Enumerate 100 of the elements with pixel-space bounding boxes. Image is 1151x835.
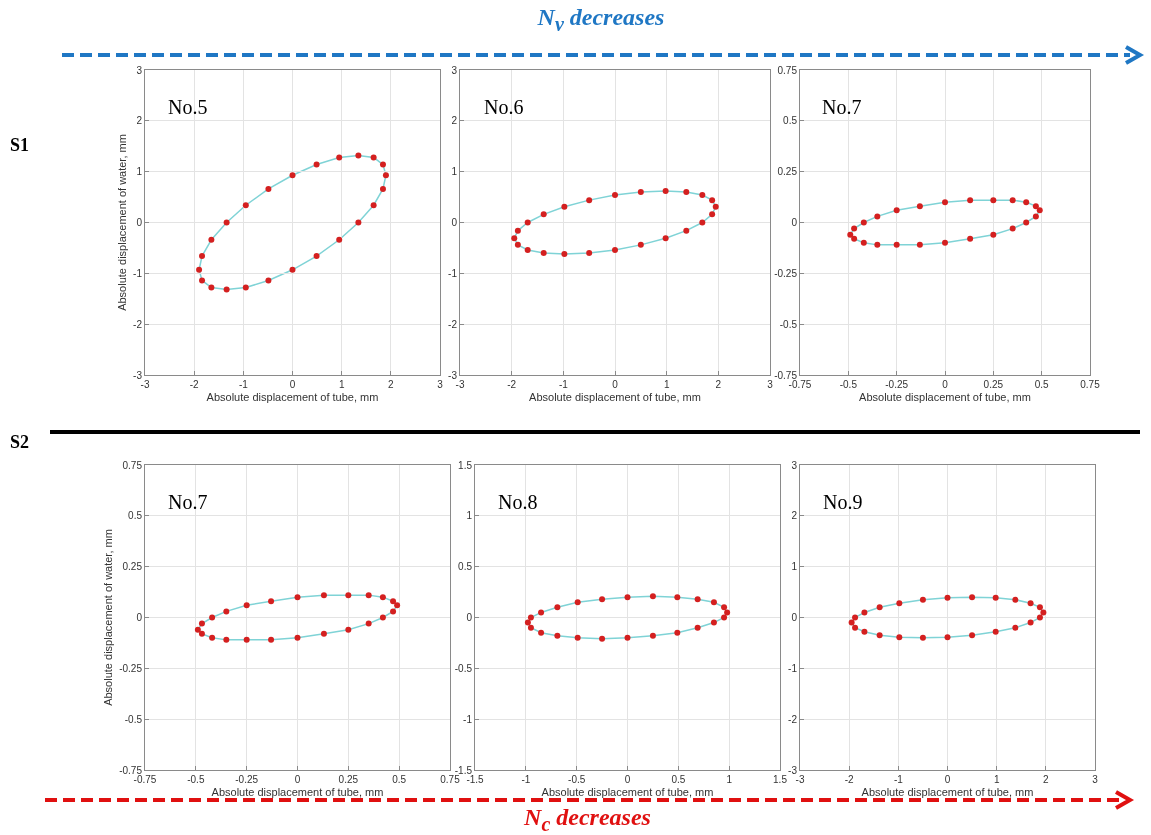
y-tick-label: -0.25 xyxy=(774,267,798,279)
point xyxy=(662,187,669,194)
y-tick-label: 0.5 xyxy=(783,115,798,127)
point xyxy=(852,624,859,631)
point xyxy=(662,235,669,242)
point xyxy=(265,277,272,284)
y-tick-label: 0.25 xyxy=(122,561,143,573)
text: N$_{v}$ decreases xyxy=(537,4,665,36)
point xyxy=(916,203,923,210)
x-axis-title: Absolute displacement of tube, mm xyxy=(206,391,379,404)
point xyxy=(313,253,320,260)
x-tick-label: 0 xyxy=(289,379,296,390)
y-tick-label: -1 xyxy=(463,713,473,725)
y-tick-label: 0.25 xyxy=(777,166,798,178)
point xyxy=(721,614,728,621)
point xyxy=(599,635,606,642)
point xyxy=(209,614,216,621)
point xyxy=(694,596,701,603)
point xyxy=(289,172,296,179)
point xyxy=(861,609,868,616)
x-tick-label: -0.25 xyxy=(235,774,259,785)
y-tick-label: -0.75 xyxy=(119,764,143,776)
text: N$_{c}$ decreases xyxy=(524,804,651,835)
point xyxy=(574,634,581,641)
point xyxy=(336,236,343,243)
y-tick-label: 3 xyxy=(791,459,798,471)
point xyxy=(199,277,206,284)
point xyxy=(574,599,581,606)
point xyxy=(561,251,568,258)
annotation: No.7 xyxy=(822,96,862,118)
point xyxy=(365,620,372,627)
point xyxy=(370,154,377,161)
point xyxy=(992,594,999,601)
point xyxy=(709,197,716,204)
point xyxy=(694,624,701,631)
point xyxy=(313,161,320,168)
point xyxy=(561,203,568,210)
point xyxy=(527,624,534,631)
point xyxy=(345,626,352,633)
point xyxy=(990,197,997,204)
point xyxy=(874,213,881,220)
point xyxy=(942,199,948,206)
x-tick-label: -0.5 xyxy=(187,774,205,785)
y-tick-label: 2 xyxy=(791,510,798,522)
point xyxy=(540,211,547,218)
y-tick-label: -1.5 xyxy=(454,764,473,776)
point xyxy=(538,629,545,636)
y-tick-label: 1 xyxy=(466,510,473,522)
y-tick-label: -0.5 xyxy=(454,662,473,674)
point xyxy=(893,207,900,214)
y-tick-label: -2 xyxy=(448,318,458,330)
point xyxy=(969,632,976,639)
point xyxy=(599,596,606,603)
y-tick-label: 0 xyxy=(791,612,798,623)
x-tick-label: -1 xyxy=(521,774,531,785)
x-tick-label: 0 xyxy=(944,774,951,785)
point xyxy=(355,219,362,226)
point xyxy=(538,609,545,616)
y-tick-label: 0 xyxy=(791,217,798,228)
point xyxy=(209,634,216,641)
point xyxy=(1023,219,1030,226)
x-tick-label: -1 xyxy=(893,774,904,785)
point xyxy=(919,634,926,641)
y-tick-label: 1 xyxy=(451,166,458,178)
point xyxy=(1012,624,1019,631)
point xyxy=(1032,203,1039,210)
point xyxy=(379,161,386,168)
x-tick-label: 0.5 xyxy=(1034,379,1050,390)
point xyxy=(1040,609,1047,616)
point xyxy=(554,604,561,611)
point xyxy=(990,231,997,238)
annotation: No.7 xyxy=(168,491,208,513)
point xyxy=(379,594,386,601)
point xyxy=(709,211,716,218)
point xyxy=(586,197,593,204)
x-tick-label: 0.25 xyxy=(983,379,1004,390)
point xyxy=(1009,197,1016,204)
x-tick-label: -2 xyxy=(189,379,200,390)
point xyxy=(242,202,249,209)
point xyxy=(896,634,903,641)
point xyxy=(194,626,201,633)
x-axis-title: Absolute displacement of tube, mm xyxy=(541,786,714,799)
point xyxy=(674,594,681,601)
x-tick-label: 0.5 xyxy=(671,774,686,785)
x-tick-label: -2 xyxy=(844,774,855,785)
point xyxy=(268,636,275,643)
x-tick-label: 1 xyxy=(993,774,1000,785)
point xyxy=(851,225,858,232)
x-axis-title: Absolute displacement of tube, mm xyxy=(859,391,1031,404)
point xyxy=(861,628,868,635)
x-tick-label: -0.5 xyxy=(568,774,586,785)
point xyxy=(874,241,881,248)
point xyxy=(1036,604,1043,611)
y-tick-label: 0 xyxy=(136,217,143,228)
x-tick-label: 0 xyxy=(624,774,631,785)
point xyxy=(208,236,215,243)
point xyxy=(710,619,717,626)
x-tick-label: 1 xyxy=(726,774,733,785)
y-tick-label: 0 xyxy=(136,612,143,623)
point xyxy=(860,219,867,226)
